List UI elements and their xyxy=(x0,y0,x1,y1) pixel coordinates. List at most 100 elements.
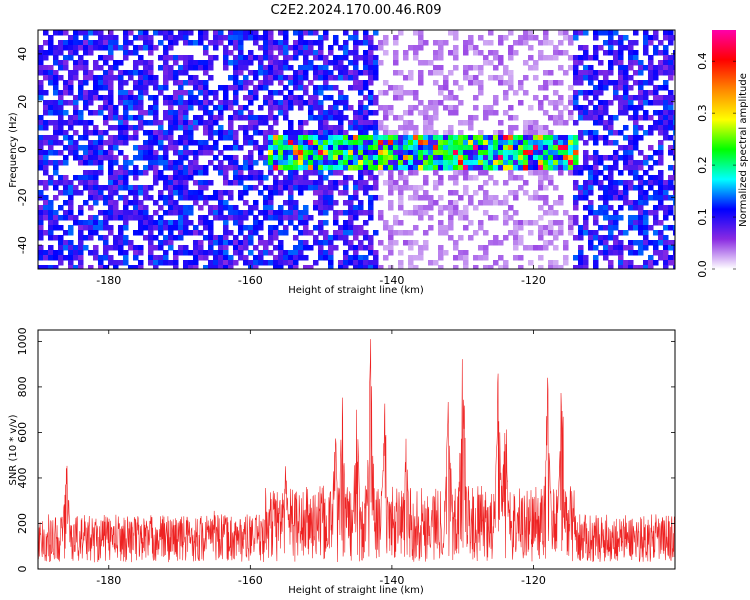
heatmap-cell xyxy=(253,140,259,146)
heatmap-cell xyxy=(668,125,674,131)
heatmap-cell xyxy=(538,180,544,186)
heatmap-cell xyxy=(533,75,539,81)
heatmap-cell xyxy=(468,75,474,81)
heatmap-cell xyxy=(458,250,464,256)
heatmap-cell xyxy=(348,240,354,246)
heatmap-cell xyxy=(108,230,114,236)
heatmap-cell xyxy=(208,100,214,106)
heatmap-cell xyxy=(638,210,644,216)
heatmap-cell xyxy=(68,135,74,141)
heatmap-cell xyxy=(213,30,219,36)
heatmap-cell xyxy=(258,155,264,161)
heatmap-cell xyxy=(538,225,544,231)
heatmap-cell xyxy=(303,130,309,136)
heatmap-cell xyxy=(393,215,399,221)
heatmap-cell xyxy=(318,160,324,166)
heatmap-cell xyxy=(388,150,394,156)
heatmap-cell xyxy=(183,210,189,216)
heatmap-cell xyxy=(568,220,574,226)
heatmap-cell xyxy=(303,230,309,236)
heatmap-cell xyxy=(603,185,609,191)
heatmap-cell xyxy=(398,90,404,96)
heatmap-cell xyxy=(663,210,669,216)
heatmap-cell xyxy=(558,65,564,71)
heatmap-cell xyxy=(418,60,424,66)
heatmap-cell xyxy=(48,135,54,141)
heatmap-cell xyxy=(293,245,299,251)
heatmap-cell xyxy=(38,255,44,261)
heatmap-cell xyxy=(208,150,214,156)
heatmap-cell xyxy=(123,160,129,166)
heatmap-cell xyxy=(38,90,44,96)
heatmap-cell xyxy=(238,195,244,201)
heatmap-cell xyxy=(68,225,74,231)
heatmap-cell xyxy=(258,65,264,71)
heatmap-cell xyxy=(258,150,264,156)
heatmap-cell xyxy=(643,95,649,101)
heatmap-cell xyxy=(173,175,179,181)
heatmap-cell xyxy=(483,210,489,216)
heatmap-cell xyxy=(238,255,244,261)
heatmap-cell xyxy=(418,70,424,76)
heatmap-cell xyxy=(378,160,384,166)
heatmap-cell xyxy=(488,160,494,166)
heatmap-cell xyxy=(138,30,144,36)
heatmap-cell xyxy=(573,75,579,81)
heatmap-cell xyxy=(158,190,164,196)
heatmap-cell xyxy=(498,200,504,206)
heatmap-cell xyxy=(573,220,579,226)
heatmap-cell xyxy=(148,60,154,66)
heatmap-cell xyxy=(363,85,369,91)
heatmap-cell xyxy=(138,215,144,221)
heatmap-cell xyxy=(263,55,269,61)
heatmap-cell xyxy=(383,115,389,121)
heatmap-cell xyxy=(143,165,149,171)
heatmap-cell xyxy=(353,265,359,269)
heatmap-cell xyxy=(343,50,349,56)
heatmap-cell xyxy=(638,185,644,191)
heatmap-cell xyxy=(38,160,44,166)
heatmap-cell xyxy=(668,75,674,81)
heatmap-cell xyxy=(98,140,104,146)
heatmap-cell xyxy=(668,60,674,66)
heatmap-cell xyxy=(278,75,284,81)
heatmap-cell xyxy=(348,245,354,251)
heatmap-cell xyxy=(258,80,264,86)
heatmap-cell xyxy=(388,85,394,91)
heatmap-cell xyxy=(438,40,444,46)
heatmap-cell xyxy=(303,135,309,141)
heatmap-cell xyxy=(593,75,599,81)
heatmap-cell xyxy=(638,125,644,131)
heatmap-cell xyxy=(203,50,209,56)
heatmap-cell xyxy=(223,225,229,231)
heatmap-cell xyxy=(268,165,274,171)
heatmap-cell xyxy=(198,195,204,201)
heatmap-cell xyxy=(363,50,369,56)
heatmap-cell xyxy=(483,115,489,121)
heatmap-cell xyxy=(58,100,64,106)
heatmap-cell xyxy=(278,255,284,261)
heatmap-cell xyxy=(508,75,514,81)
heatmap-cell xyxy=(413,170,419,176)
heatmap-cell xyxy=(273,235,279,241)
heatmap-cell xyxy=(388,165,394,171)
heatmap-cell xyxy=(648,185,654,191)
heatmap-cell xyxy=(493,200,499,206)
heatmap-cell xyxy=(228,40,234,46)
heatmap-cell xyxy=(258,105,264,111)
heatmap-cell xyxy=(78,230,84,236)
heatmap-cell xyxy=(143,190,149,196)
heatmap-cell xyxy=(183,60,189,66)
spectrogram-y-tick-label: 40 xyxy=(16,47,29,61)
heatmap-cell xyxy=(88,190,94,196)
heatmap-cell xyxy=(578,45,584,51)
heatmap-cell xyxy=(463,185,469,191)
heatmap-cell xyxy=(48,65,54,71)
heatmap-cell xyxy=(373,250,379,256)
heatmap-cell xyxy=(183,145,189,151)
heatmap-cell xyxy=(488,240,494,246)
heatmap-cell xyxy=(573,195,579,201)
heatmap-cell xyxy=(48,175,54,181)
heatmap-cell xyxy=(558,95,564,101)
heatmap-cell xyxy=(273,160,279,166)
